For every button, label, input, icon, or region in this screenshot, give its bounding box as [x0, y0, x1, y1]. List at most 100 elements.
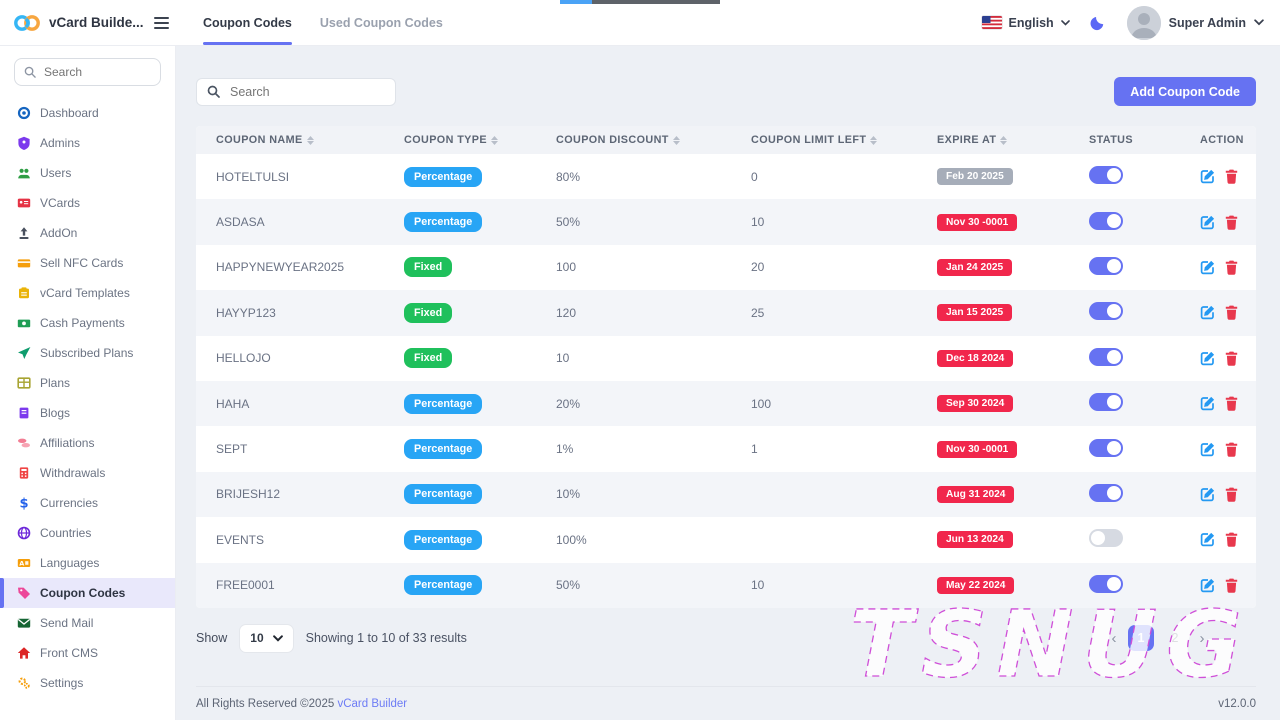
sidebar-item-languages[interactable]: A Languages — [0, 548, 175, 578]
status-toggle[interactable] — [1089, 574, 1123, 593]
status-toggle[interactable] — [1089, 347, 1123, 366]
sidebar-item-dashboard[interactable]: Dashboard — [0, 98, 175, 128]
delete-icon[interactable] — [1225, 396, 1238, 411]
edit-icon[interactable] — [1200, 578, 1215, 593]
status-toggle[interactable] — [1089, 438, 1123, 457]
status-toggle[interactable] — [1089, 211, 1123, 230]
table-row: FREE0001 Percentage 50% 10 May 22 2024 — [196, 562, 1256, 608]
delete-icon[interactable] — [1225, 442, 1238, 457]
sidebar-item-send-mail[interactable]: Send Mail — [0, 608, 175, 638]
countries-icon — [17, 526, 31, 540]
sidebar-item-settings[interactable]: Settings — [0, 668, 175, 698]
edit-icon[interactable] — [1200, 396, 1215, 411]
edit-icon[interactable] — [1200, 487, 1215, 502]
sidebar-item-admins[interactable]: Admins — [0, 128, 175, 158]
coupon-discount-cell: 50% — [556, 578, 581, 593]
coupon-discount-cell: 120 — [556, 305, 577, 320]
coupon-discount-cell: 100 — [556, 260, 577, 275]
delete-icon[interactable] — [1225, 305, 1238, 321]
coupon-type-badge: Fixed — [404, 257, 453, 278]
sidebar-toggle-icon[interactable] — [153, 16, 169, 29]
edit-icon[interactable] — [1200, 442, 1215, 457]
sidebar-item-addon[interactable]: AddOn — [0, 218, 175, 248]
sidebar-item-front-cms[interactable]: Front CMS — [0, 638, 175, 668]
blogs-icon — [17, 406, 31, 420]
status-toggle[interactable] — [1089, 302, 1123, 321]
sidebar-item-affiliations[interactable]: Affiliations — [0, 428, 175, 458]
edit-icon[interactable] — [1200, 305, 1215, 320]
send-mail-icon — [17, 616, 31, 630]
user-menu[interactable]: Super Admin — [1126, 5, 1264, 40]
prev-page-button[interactable]: ‹ — [1111, 629, 1117, 647]
dark-mode-toggle-icon[interactable] — [1090, 14, 1107, 31]
sidebar: Dashboard Admins Users VCards AddOn Sell… — [0, 46, 176, 720]
sidebar-search-input[interactable] — [42, 64, 151, 80]
delete-icon[interactable] — [1225, 532, 1238, 548]
delete-icon[interactable] — [1225, 578, 1238, 593]
coupon-name-cell: HOTELTULSI — [216, 169, 290, 184]
delete-icon[interactable] — [1225, 215, 1238, 230]
column-header-coupon-name[interactable]: COUPON NAME — [196, 134, 404, 146]
table-row: HAPPYNEWYEAR2025 Fixed 100 20 Jan 24 202… — [196, 244, 1256, 291]
chevron-down-icon — [272, 635, 283, 642]
delete-icon[interactable] — [1225, 169, 1238, 184]
coupon-discount-cell: 100% — [556, 532, 587, 547]
svg-text:A: A — [19, 559, 24, 567]
tab-coupon-codes[interactable]: Coupon Codes — [203, 0, 292, 45]
page-button-2[interactable]: 2 — [1171, 631, 1179, 646]
coupon-limit-cell: 1 — [751, 442, 758, 457]
app-title: vCard Builde... — [49, 15, 144, 30]
results-summary: Showing 1 to 10 of 33 results — [305, 631, 467, 646]
coupon-limit-cell: 100 — [751, 396, 772, 411]
sidebar-item-subscribed-plans[interactable]: Subscribed Plans — [0, 338, 175, 368]
sidebar-item-withdrawals[interactable]: Withdrawals — [0, 458, 175, 488]
admins-icon — [17, 136, 31, 150]
status-toggle[interactable] — [1089, 166, 1123, 185]
sidebar-item-users[interactable]: Users — [0, 158, 175, 188]
users-icon — [17, 166, 31, 180]
pagination-pages: ‹ 1 2 › — [1108, 625, 1256, 652]
edit-icon[interactable] — [1200, 351, 1215, 366]
column-header-coupon-discount[interactable]: COUPON DISCOUNT — [556, 134, 751, 146]
column-header-coupon-type[interactable]: COUPON TYPE — [404, 134, 556, 146]
sidebar-item-sell-nfc-cards[interactable]: Sell NFC Cards — [0, 248, 175, 278]
edit-icon[interactable] — [1200, 169, 1215, 184]
sort-icon — [491, 135, 498, 145]
progress-played-segment — [560, 0, 592, 4]
sidebar-item-currencies[interactable]: $ Currencies — [0, 488, 175, 518]
language-selector[interactable]: English — [981, 16, 1070, 30]
edit-icon[interactable] — [1200, 215, 1215, 230]
pagination-row: Show 10 Showing 1 to 10 of 33 results ‹ 1… — [196, 624, 1256, 652]
sidebar-item-countries[interactable]: Countries — [0, 518, 175, 548]
expire-date-badge: Dec 18 2024 — [937, 349, 1014, 367]
edit-icon[interactable] — [1200, 260, 1215, 275]
coupon-table: COUPON NAME COUPON TYPE COUPON DISCOUNT COU… — [196, 126, 1256, 608]
sidebar-item-coupon-codes[interactable]: Coupon Codes — [0, 578, 175, 608]
coupon-name-cell: HAPPYNEWYEAR2025 — [216, 260, 345, 275]
page-size-select[interactable]: 10 — [240, 624, 293, 652]
table-search-input[interactable] — [228, 83, 385, 100]
column-header-action: ACTION — [1200, 134, 1244, 146]
sidebar-item-vcard-templates[interactable]: vCard Templates — [0, 278, 175, 308]
coupon-discount-cell: 50% — [556, 215, 581, 230]
column-header-expire-at[interactable]: EXPIRE AT — [937, 134, 1089, 146]
tab-used-coupon-codes[interactable]: Used Coupon Codes — [319, 15, 443, 30]
footer-brand-link[interactable]: vCard Builder — [337, 697, 408, 710]
add-coupon-button[interactable]: Add Coupon Code — [1114, 77, 1256, 106]
column-header-coupon-limit-left[interactable]: COUPON LIMIT LEFT — [751, 134, 937, 146]
status-toggle[interactable] — [1089, 529, 1123, 548]
delete-icon[interactable] — [1225, 487, 1238, 502]
sidebar-item-vcards[interactable]: VCards — [0, 188, 175, 218]
edit-icon[interactable] — [1200, 532, 1215, 547]
delete-icon[interactable] — [1225, 351, 1238, 366]
status-toggle[interactable] — [1089, 483, 1123, 502]
next-page-button[interactable]: › — [1199, 629, 1205, 647]
sidebar-item-cash-payments[interactable]: Cash Payments — [0, 308, 175, 338]
sort-icon — [870, 135, 878, 145]
sidebar-item-plans[interactable]: Plans — [0, 368, 175, 398]
status-toggle[interactable] — [1089, 393, 1123, 412]
status-toggle[interactable] — [1089, 256, 1123, 275]
sidebar-item-blogs[interactable]: Blogs — [0, 398, 175, 428]
delete-icon[interactable] — [1225, 260, 1238, 275]
page-button-1[interactable]: 1 — [1128, 625, 1154, 652]
